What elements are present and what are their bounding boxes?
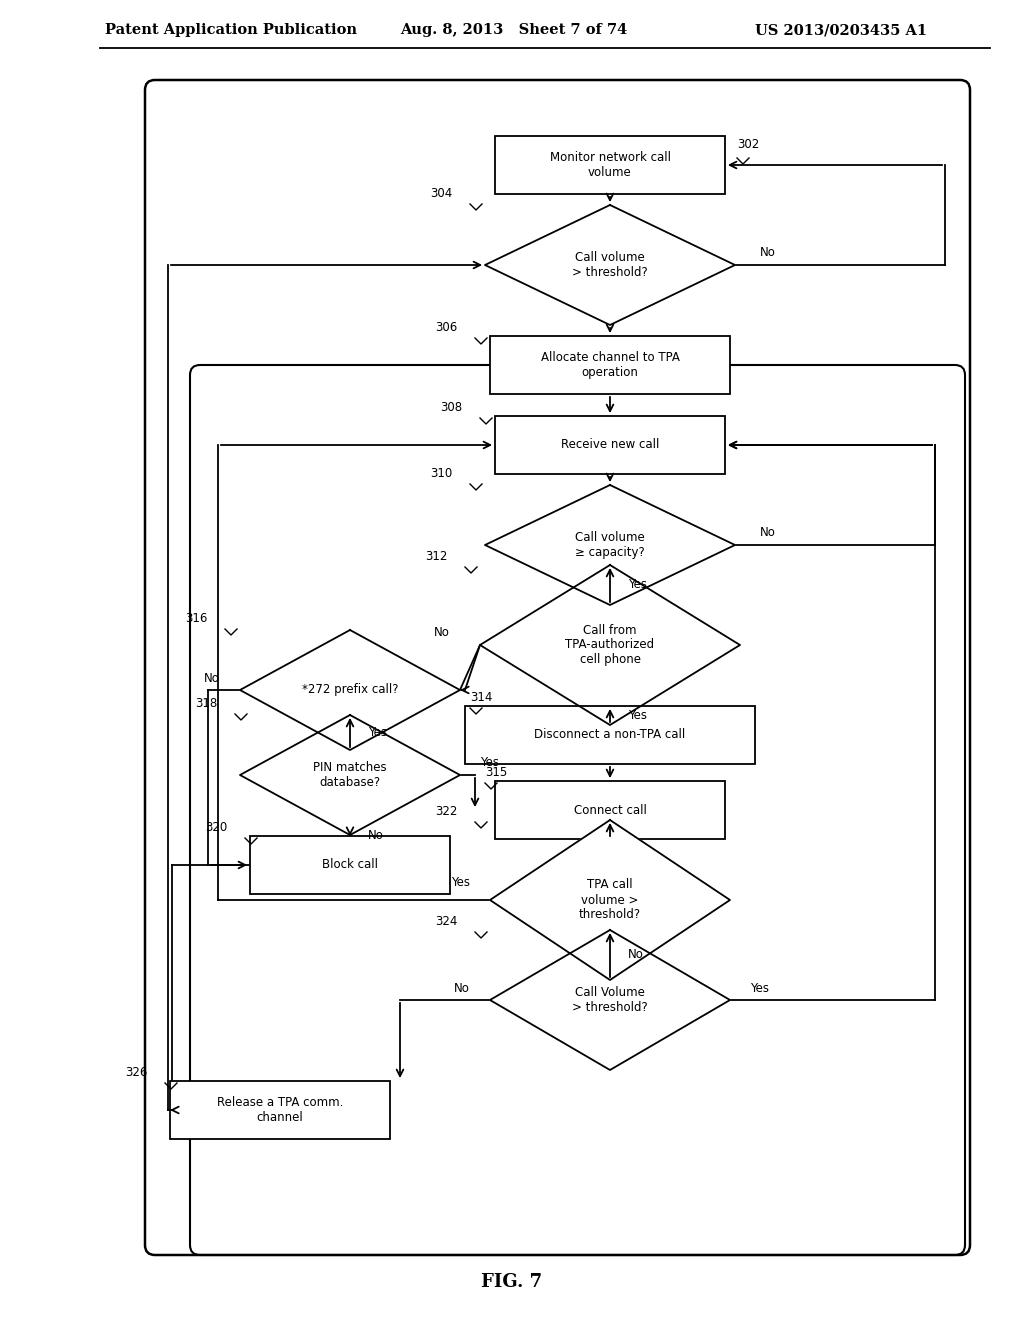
Text: Connect call: Connect call (573, 804, 646, 817)
Text: Receive new call: Receive new call (561, 438, 659, 451)
Text: No: No (204, 672, 220, 685)
Polygon shape (490, 931, 730, 1071)
FancyBboxPatch shape (495, 136, 725, 194)
FancyBboxPatch shape (250, 836, 450, 894)
Polygon shape (240, 630, 460, 750)
Text: Call volume
≥ capacity?: Call volume ≥ capacity? (575, 531, 645, 558)
Text: No: No (760, 527, 776, 540)
Text: Release a TPA comm.
channel: Release a TPA comm. channel (217, 1096, 343, 1125)
Text: Allocate channel to TPA
operation: Allocate channel to TPA operation (541, 351, 680, 379)
Text: 310: 310 (430, 467, 453, 480)
Text: 326: 326 (125, 1067, 147, 1078)
Text: No: No (628, 949, 644, 961)
Text: Call from
TPA-authorized
cell phone: Call from TPA-authorized cell phone (565, 623, 654, 667)
Text: 304: 304 (430, 187, 453, 201)
Text: 316: 316 (185, 612, 208, 624)
Text: Aug. 8, 2013   Sheet 7 of 74: Aug. 8, 2013 Sheet 7 of 74 (400, 22, 628, 37)
Text: PIN matches
database?: PIN matches database? (313, 762, 387, 789)
Text: Yes: Yes (628, 709, 647, 722)
Text: Yes: Yes (451, 875, 470, 888)
Text: 308: 308 (440, 401, 462, 414)
Text: 312: 312 (425, 550, 447, 564)
FancyBboxPatch shape (490, 337, 730, 393)
Text: Yes: Yes (368, 726, 387, 739)
FancyBboxPatch shape (495, 416, 725, 474)
Text: 314: 314 (470, 690, 493, 704)
Text: TPA call
volume >
threshold?: TPA call volume > threshold? (579, 879, 641, 921)
Text: No: No (434, 627, 450, 639)
Polygon shape (240, 715, 460, 836)
Polygon shape (485, 205, 735, 325)
Text: Call volume
> threshold?: Call volume > threshold? (572, 251, 648, 279)
Text: Monitor network call
volume: Monitor network call volume (550, 150, 671, 180)
Text: No: No (760, 247, 776, 260)
Text: US 2013/0203435 A1: US 2013/0203435 A1 (755, 22, 927, 37)
Text: 315: 315 (485, 766, 507, 779)
Text: No: No (454, 982, 470, 994)
Text: Patent Application Publication: Patent Application Publication (105, 22, 357, 37)
Text: Call Volume
> threshold?: Call Volume > threshold? (572, 986, 648, 1014)
Text: 322: 322 (435, 805, 458, 818)
Polygon shape (480, 565, 740, 725)
Polygon shape (490, 820, 730, 979)
Text: 324: 324 (435, 915, 458, 928)
Text: Yes: Yes (480, 756, 499, 770)
Text: *272 prefix call?: *272 prefix call? (302, 684, 398, 697)
Text: Block call: Block call (322, 858, 378, 871)
Text: Yes: Yes (628, 578, 647, 591)
Text: 318: 318 (195, 697, 217, 710)
Text: No: No (368, 829, 384, 842)
FancyBboxPatch shape (465, 706, 755, 764)
Text: 302: 302 (737, 139, 759, 150)
FancyBboxPatch shape (495, 781, 725, 840)
Text: 306: 306 (435, 321, 458, 334)
Text: Yes: Yes (750, 982, 769, 994)
Polygon shape (485, 484, 735, 605)
Text: FIG. 7: FIG. 7 (481, 1272, 543, 1291)
Text: Disconnect a non-TPA call: Disconnect a non-TPA call (535, 729, 686, 742)
Text: 320: 320 (205, 821, 227, 834)
FancyBboxPatch shape (170, 1081, 390, 1139)
